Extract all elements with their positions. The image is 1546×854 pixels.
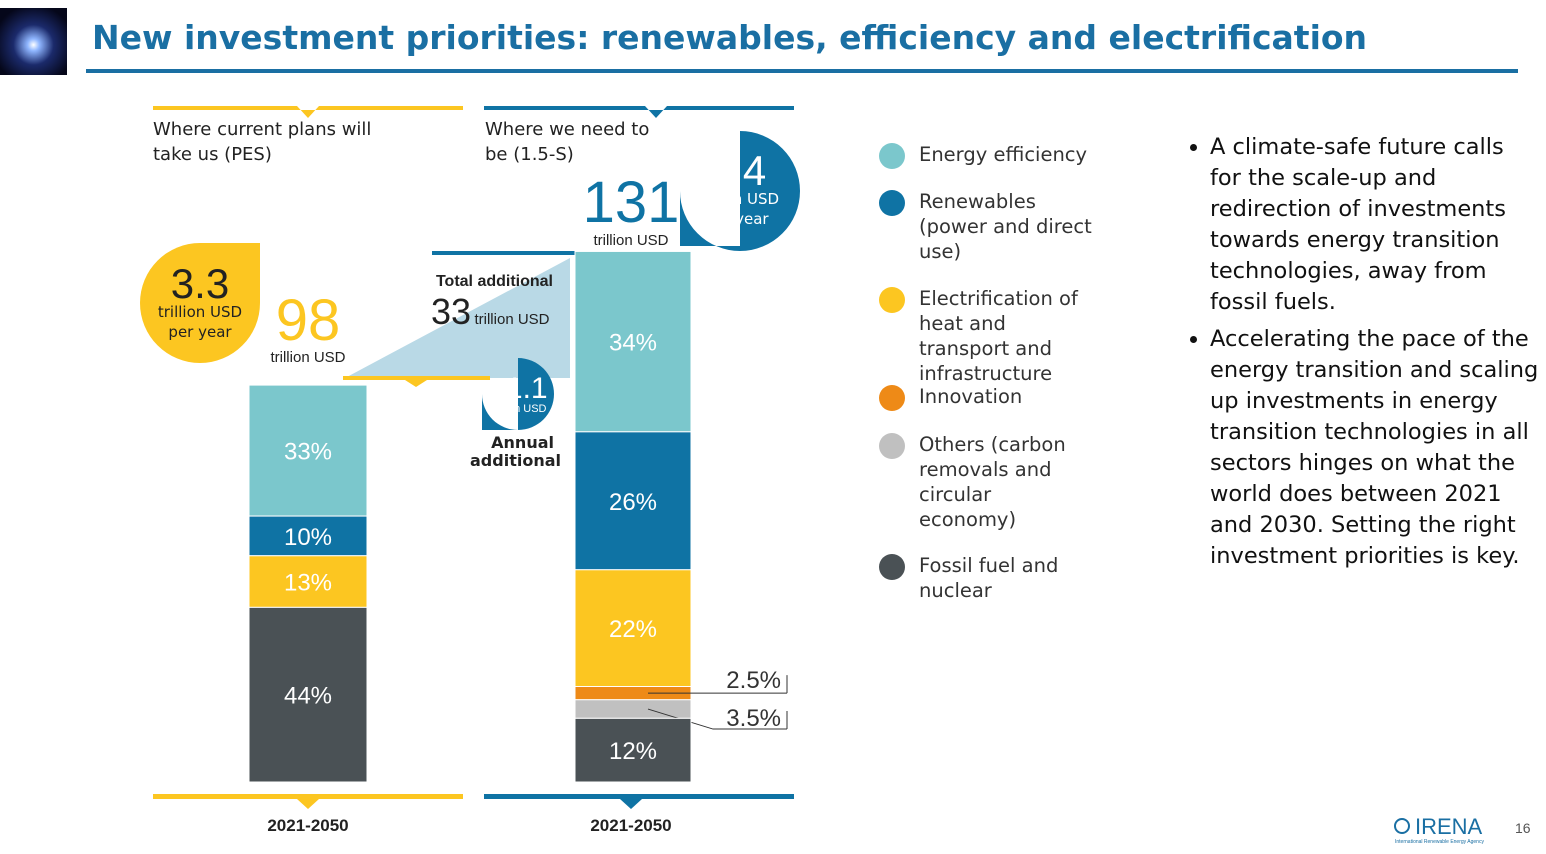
bar-segment <box>248 384 368 517</box>
additional-annual: +1.1 <box>488 372 547 405</box>
additional-annual-label: Annual additional <box>470 433 561 470</box>
legend-label: Innovation <box>919 385 1023 408</box>
category-label: 2021-2050 <box>590 816 671 835</box>
annual-bubble <box>680 131 800 251</box>
bar-segment <box>248 606 368 783</box>
legend-label: Others (carbon removals and circular eco… <box>919 433 1066 531</box>
total-value: 98 <box>276 288 341 353</box>
value-label: 12% <box>609 738 657 765</box>
footer-logo: IRENA <box>1415 814 1483 839</box>
value-label: 44% <box>284 683 332 710</box>
leader-line <box>647 708 787 730</box>
annual-unit: trillion USD per year <box>694 190 780 228</box>
annual-value: 4.4 <box>708 147 766 194</box>
legend-swatch <box>879 190 905 216</box>
bullet-list: A climate-safe future calls for the scal… <box>1180 132 1540 578</box>
value-label: 34% <box>609 330 657 357</box>
legend-label: Energy efficiency <box>919 143 1088 166</box>
bar-segment <box>574 250 692 433</box>
logo-image <box>0 8 67 75</box>
legend-swatch <box>879 554 905 580</box>
bar-segment <box>574 569 692 688</box>
bracket <box>484 106 794 118</box>
value-label: 26% <box>609 489 657 516</box>
value-label: 2.5% <box>726 667 781 694</box>
additional-bubble <box>482 358 554 430</box>
bullet: A climate-safe future calls for the scal… <box>1210 132 1540 318</box>
bracket <box>343 376 490 387</box>
legend-label: Renewables (power and direct use) <box>919 190 1092 263</box>
slide-title: New investment priorities: renewables, e… <box>92 18 1368 57</box>
scenario-header: Where current plans will take us (PES) <box>153 119 372 165</box>
value-label: 13% <box>284 570 332 597</box>
scenario-header: Where we need to be (1.5-S) <box>485 119 650 165</box>
legend-label: Fossil fuel and nuclear <box>919 554 1059 602</box>
additional-wedge <box>345 258 570 378</box>
page-number: 16 <box>1515 820 1531 836</box>
legend-swatch <box>879 143 905 169</box>
legend-swatch <box>879 433 905 459</box>
category-label: 2021-2050 <box>267 816 348 835</box>
bracket <box>484 794 794 809</box>
additional-unit: trillion USD <box>474 311 549 328</box>
footer-logo-sub: International Renewable Energy Agency <box>1395 839 1484 845</box>
legend-swatch <box>879 287 905 313</box>
bracket <box>153 106 463 118</box>
value-label: 33% <box>284 439 332 466</box>
bar-segment <box>574 699 692 719</box>
logo-mark <box>1394 818 1410 834</box>
value-label: 22% <box>609 616 657 643</box>
additional-total: 33 <box>431 291 471 332</box>
bracket <box>432 251 593 255</box>
annual-unit: trillion USD per year <box>157 303 243 341</box>
legend-label: Electrification of heat and transport an… <box>919 287 1078 385</box>
value-label: 10% <box>284 524 332 551</box>
annual-bubble <box>140 243 260 363</box>
total-value: 131 <box>583 170 680 235</box>
additional-label: Total additional <box>436 273 553 290</box>
bar-segment <box>574 717 692 783</box>
annual-value: 3.3 <box>171 260 229 307</box>
value-label: 3.5% <box>726 705 781 732</box>
additional-annual-unit: trillion USD <box>491 403 546 415</box>
total-unit: trillion USD <box>593 232 668 249</box>
bar-segment <box>574 431 692 571</box>
total-unit: trillion USD <box>270 349 345 366</box>
bracket <box>153 794 463 809</box>
bullet: Accelerating the pace of the energy tran… <box>1210 324 1540 572</box>
legend-swatch <box>879 385 905 411</box>
title-rule <box>86 69 1518 73</box>
